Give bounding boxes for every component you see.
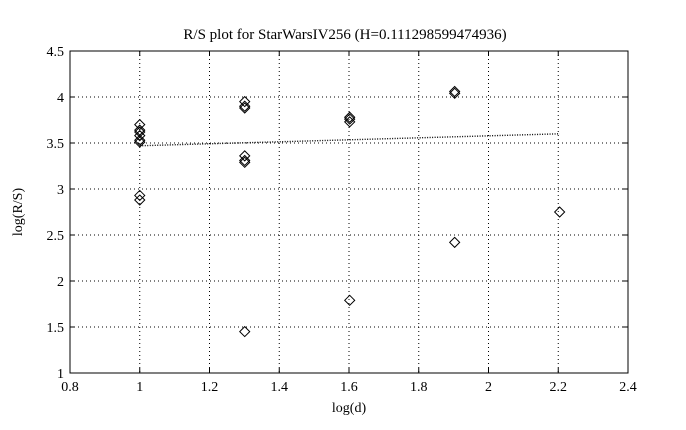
data-point [134, 118, 146, 131]
y-tick-label: 2 [57, 275, 64, 290]
data-point [134, 129, 146, 142]
data-point [448, 87, 461, 100]
axis-ticks: 0.8 1 1.2 1.4 1.6 1.8 2 2.2 2.411.522.533.544.5 [47, 45, 637, 395]
grid-lines [70, 51, 628, 373]
data-point [343, 116, 356, 128]
data-points [134, 85, 566, 338]
data-point [239, 100, 251, 112]
y-tick-label: 4.5 [47, 45, 65, 60]
x-axis-label: log(d) [332, 401, 367, 416]
y-tick-label: 2.5 [47, 229, 65, 244]
data-point [343, 294, 356, 307]
data-point [343, 111, 356, 123]
x-tick-label: 1.6 [340, 380, 358, 395]
y-tick-label: 1.5 [47, 321, 65, 336]
x-tick-label: 1.4 [271, 380, 289, 395]
fit-line-group [139, 133, 560, 147]
y-axis-label: log(R/S) [11, 188, 26, 237]
data-point [239, 102, 251, 114]
data-point [134, 136, 146, 148]
data-point [239, 150, 251, 162]
data-point [448, 85, 461, 98]
data-point [343, 113, 356, 125]
x-tick-label: 1 [136, 380, 143, 395]
data-point [134, 189, 146, 202]
data-point [239, 154, 251, 167]
x-tick-label: 0.8 [61, 380, 79, 395]
data-point [134, 194, 146, 206]
data-point [134, 134, 146, 146]
data-point [239, 95, 251, 108]
data-point [239, 156, 251, 169]
x-tick-label: 2.2 [550, 380, 568, 395]
chart-title: R/S plot for StarWarsIV256 (H=0.11129859… [183, 27, 506, 43]
x-tick-label: 1.2 [201, 380, 219, 395]
fit-line [139, 133, 560, 147]
data-point [239, 325, 251, 338]
y-tick-label: 1 [57, 367, 64, 382]
y-tick-label: 3 [57, 183, 64, 198]
data-point [448, 236, 461, 249]
y-tick-label: 4 [57, 91, 64, 106]
y-tick-label: 3.5 [47, 137, 65, 152]
data-point [553, 206, 566, 218]
x-tick-label: 2.4 [619, 380, 637, 395]
x-tick-label: 2 [485, 380, 492, 395]
x-tick-label: 1.8 [410, 380, 428, 395]
